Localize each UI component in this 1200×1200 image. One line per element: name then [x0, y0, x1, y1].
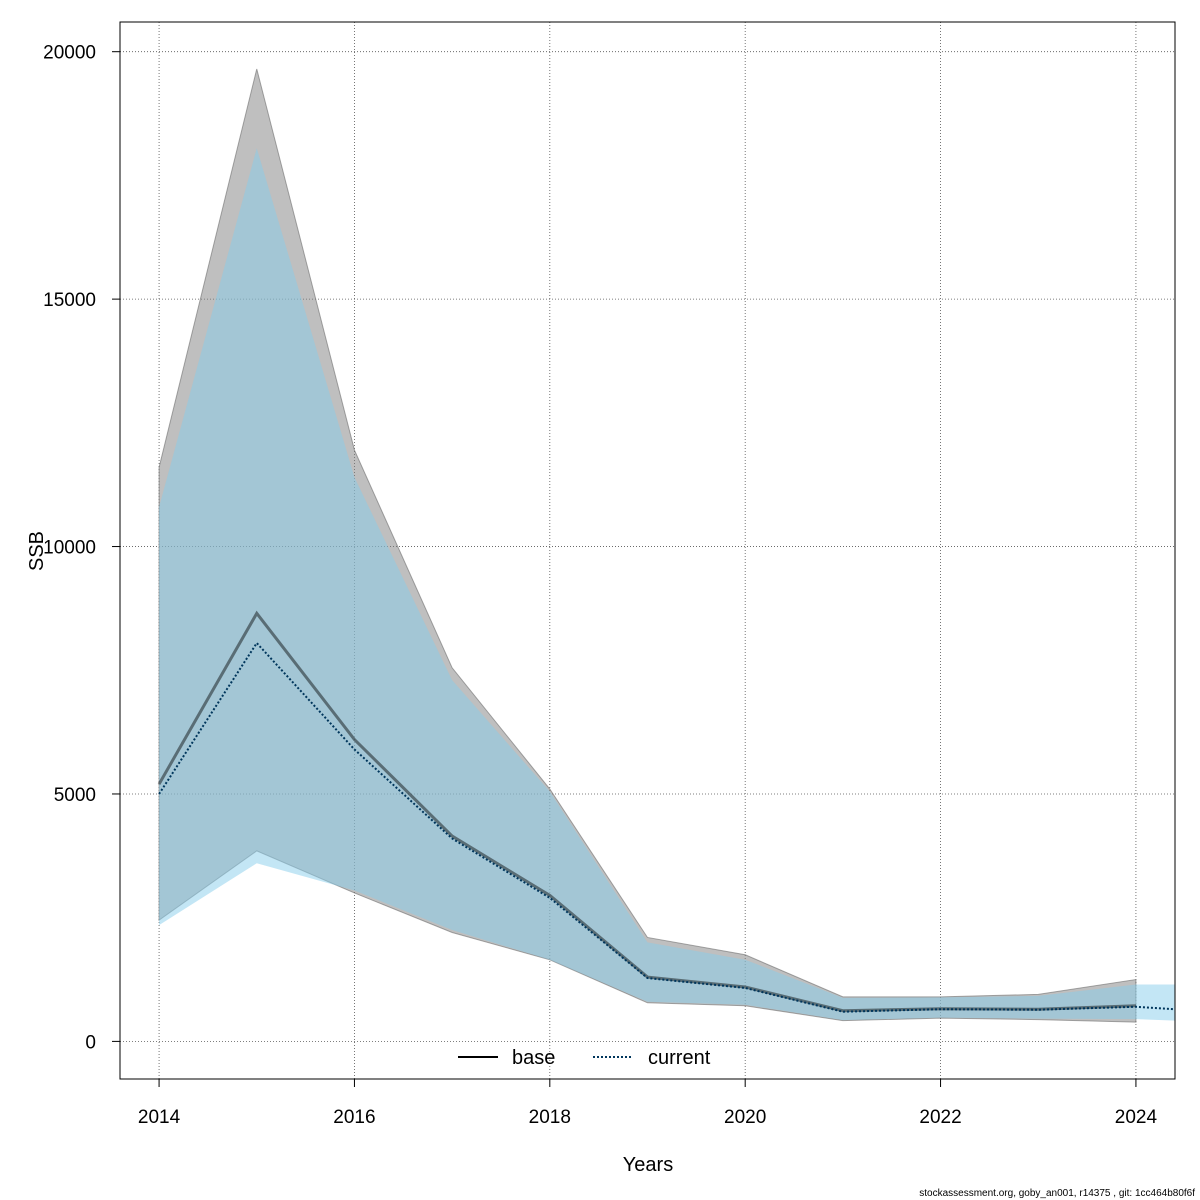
x-tick-label: 2014 [138, 1107, 181, 1128]
footer-note: stockassessment.org, goby_an001, r14375 … [919, 1188, 1195, 1199]
x-axis-title: Years [623, 1154, 673, 1176]
confidence-bands [158, 68, 1175, 1023]
plot-frame [119, 21, 1176, 1080]
x-tick-label: 2016 [333, 1107, 375, 1128]
y-axis-title: SSB [26, 531, 48, 571]
x-tick-label: 2018 [529, 1107, 571, 1128]
x-tick-label: 2020 [724, 1107, 766, 1128]
series-lines [157, 610, 1175, 1013]
y-tick-label: 0 [85, 1032, 96, 1053]
y-tick-label: 20000 [43, 43, 96, 64]
x-axis: 2014 2016 2018 2020 2022 2024 [138, 1079, 1158, 1128]
y-axis: 0 5000 10000 15000 20000 [43, 43, 120, 1053]
line-current [158, 641, 1175, 1013]
y-tick-label: 5000 [54, 785, 96, 806]
y-tick-label: 10000 [43, 538, 96, 559]
x-tick-label: 2024 [1115, 1107, 1158, 1128]
legend: base current [458, 1047, 711, 1069]
band-current [159, 148, 1175, 1021]
y-tick-label: 15000 [43, 290, 96, 311]
legend-label-base: base [512, 1047, 555, 1069]
x-tick-label: 2022 [919, 1107, 961, 1128]
legend-label-current: current [648, 1047, 711, 1069]
